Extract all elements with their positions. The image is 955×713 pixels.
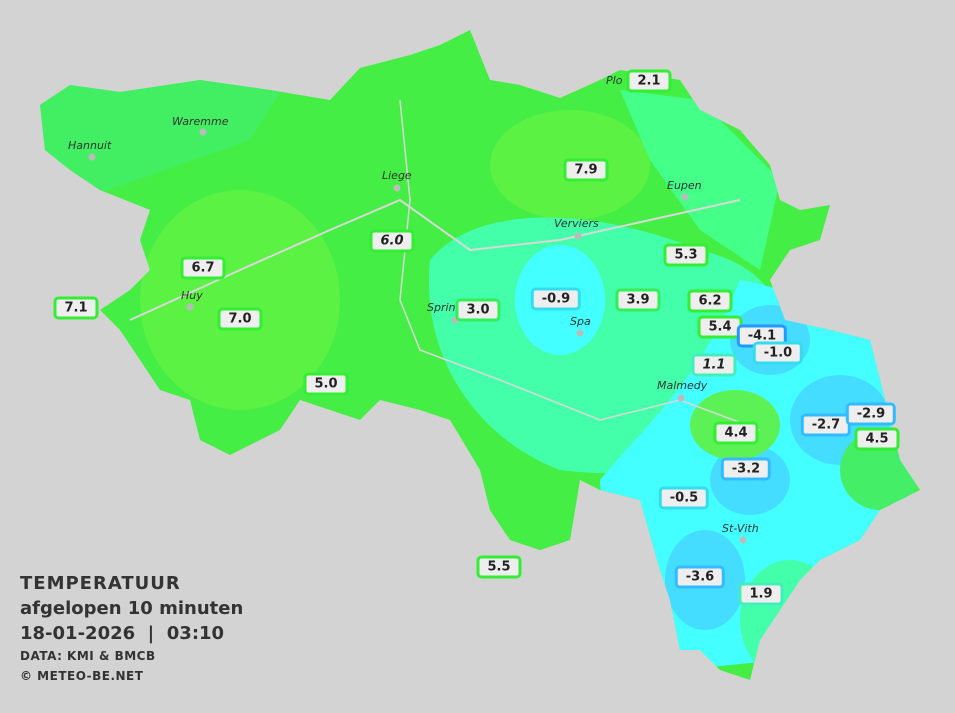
city-label: Waremme [172, 115, 229, 128]
station-value: 6.7 [180, 256, 226, 280]
city-label: Huy [181, 289, 203, 302]
station-value: 2.1 [626, 69, 672, 93]
city-label: Spa [570, 315, 591, 328]
city-dot [88, 153, 96, 161]
station-value: 6.2 [687, 289, 733, 313]
legend-copyright: © METEO-BE.NET [20, 669, 144, 683]
city-label: Malmedy [657, 379, 708, 392]
city-dot [186, 303, 194, 311]
city-dot [393, 184, 401, 192]
station-value: 1.1 [691, 353, 737, 377]
legend-source: DATA: KMI & BMCB [20, 649, 156, 663]
station-value: 5.3 [663, 243, 709, 267]
city-dot [739, 536, 747, 544]
station-value: 1.9 [738, 582, 784, 606]
station-value: 7.0 [217, 307, 263, 331]
legend-title: TEMPERATUUR [20, 573, 181, 594]
station-value: 7.1 [53, 296, 99, 320]
station-value: 5.4 [697, 315, 743, 339]
city-label: Liege [382, 169, 412, 182]
map-legend: TEMPERATUUR afgelopen 10 minuten 18-01-2… [20, 572, 243, 686]
city-label: Verviers [554, 217, 599, 230]
legend-datetime: 18-01-2026 | 03:10 [20, 623, 225, 644]
station-value: -0.5 [658, 486, 710, 510]
city-label: Eupen [667, 179, 702, 192]
city-label: Sprin [427, 301, 456, 314]
city-dot [576, 329, 584, 337]
city-dot [199, 128, 207, 136]
station-value: -0.9 [530, 287, 582, 311]
station-value: 5.5 [476, 555, 522, 579]
city-dot [574, 232, 582, 240]
station-value: 4.5 [854, 427, 900, 451]
station-value: -1.0 [752, 341, 804, 365]
city-label: Hannuit [68, 139, 112, 152]
station-value: 7.9 [563, 158, 609, 182]
station-value: 6.0 [369, 229, 415, 253]
station-value: 4.4 [713, 421, 759, 445]
station-value: -2.9 [845, 402, 897, 426]
city-dot [681, 193, 689, 201]
station-value: 3.9 [615, 288, 661, 312]
city-dot [677, 394, 685, 402]
station-value: -2.7 [800, 413, 852, 437]
city-label: Plo [606, 74, 623, 87]
station-value: 3.0 [455, 298, 501, 322]
station-value: 5.0 [303, 372, 349, 396]
city-label: St-Vith [722, 522, 759, 535]
station-value: -3.6 [674, 565, 726, 589]
city-dot [451, 316, 459, 324]
legend-subtitle: afgelopen 10 minuten [20, 598, 244, 619]
station-value: -3.2 [720, 457, 772, 481]
